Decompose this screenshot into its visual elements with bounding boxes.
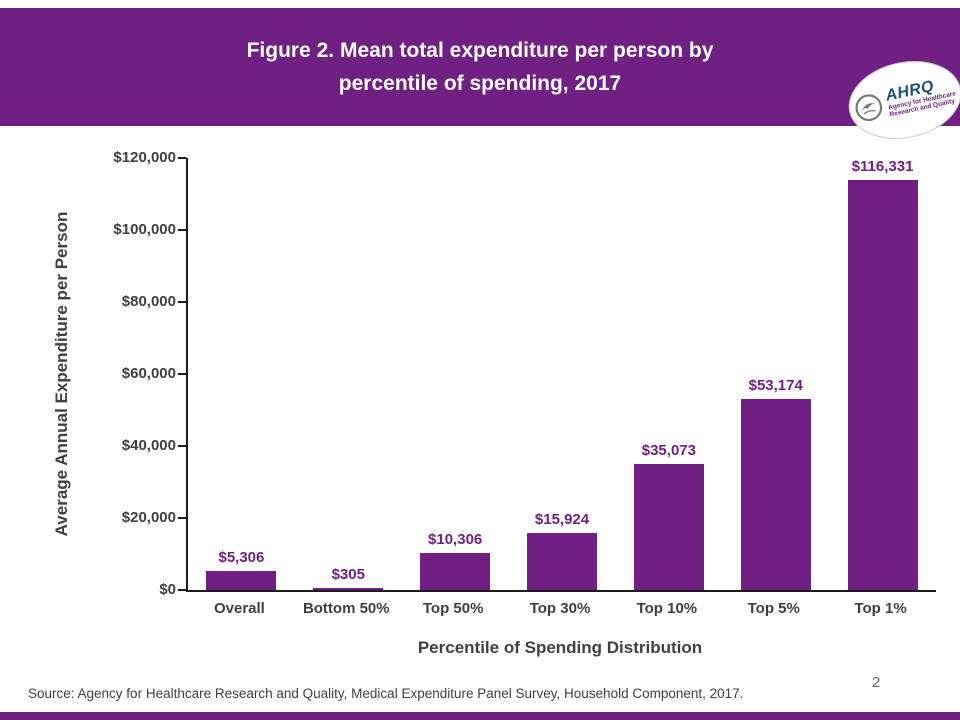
bar — [313, 588, 384, 590]
bar — [206, 571, 277, 590]
x-category-label: Top 30% — [529, 600, 591, 617]
y-tick-mark — [178, 445, 186, 447]
x-axis-category-labels: Overall Bottom 50% Top 50% Top 30% Top 10% To… — [186, 600, 934, 617]
bar — [740, 399, 811, 590]
x-category-label: Bottom 50% — [302, 600, 390, 617]
y-tick-label: $100,000 — [113, 221, 176, 238]
bar-slot: $10,306 — [402, 158, 509, 590]
bar-value-label: $116,331 — [851, 158, 914, 175]
y-tick-mark — [178, 589, 186, 591]
source-note: Source: Agency for Healthcare Research a… — [28, 686, 744, 701]
ahrq-logo-text: AHRQ Agency for Healthcare Research and … — [884, 74, 958, 119]
bar — [527, 533, 597, 590]
x-category-label: Top 10% — [636, 600, 698, 617]
chart-title: Figure 2. Mean total expenditure per per… — [0, 34, 960, 100]
y-tick-mark — [178, 373, 186, 375]
x-category-label: Top 5% — [747, 600, 800, 617]
bar-slot: $53,174 — [722, 158, 829, 590]
y-tick-mark — [178, 517, 186, 519]
plot-area: $5,306 $305 $10,306 $15,924 $35,073 $53,174 $1… — [178, 157, 936, 592]
bar-slot: $116,331 — [829, 158, 936, 590]
page-number: 2 — [872, 674, 881, 691]
bar-slot: $5,306 — [188, 158, 295, 590]
bar — [420, 553, 491, 590]
x-category-label: Top 50% — [422, 600, 484, 617]
bar-slot: $15,924 — [509, 158, 616, 590]
x-category-label: Top 1% — [854, 600, 907, 617]
bars-container: $5,306 $305 $10,306 $15,924 $35,073 $53,174 $1… — [188, 158, 936, 590]
bar-value-label: $5,306 — [218, 549, 265, 566]
y-tick-label: $120,000 — [113, 149, 176, 166]
bar-slot: $305 — [295, 158, 402, 590]
x-axis-title: Percentile of Spending Distribution — [417, 638, 703, 657]
y-tick-mark — [178, 229, 186, 231]
bar-value-label: $35,073 — [641, 442, 696, 459]
y-tick-mark — [178, 157, 186, 159]
y-tick-label: $20,000 — [121, 509, 176, 526]
bottom-accent-strip — [0, 712, 960, 720]
y-tick-mark — [178, 301, 186, 303]
hhs-eagle-icon — [852, 91, 885, 124]
y-tick-label: $60,000 — [121, 365, 176, 382]
bar-slot: $35,073 — [615, 158, 722, 590]
bar — [847, 180, 918, 590]
y-tick-label: $80,000 — [121, 293, 176, 310]
chart-title-line2: percentile of spending, 2017 — [338, 72, 622, 95]
x-category-label: Overall — [213, 600, 265, 617]
bar — [633, 464, 704, 590]
y-tick-label: $40,000 — [121, 437, 176, 454]
y-axis-title: Average Annual Expenditure per Person — [52, 211, 71, 537]
bar-value-label: $305 — [331, 566, 365, 583]
bar-value-label: $10,306 — [428, 531, 483, 548]
header-band: Figure 2. Mean total expenditure per per… — [0, 8, 960, 126]
y-axis-tick-labels: $0 $20,000 $40,000 $60,000 $80,000 $100,000 $1… — [88, 149, 176, 598]
y-tick-label: $0 — [159, 581, 176, 598]
ahrq-logo: AHRQ Agency for Healthcare Research and … — [841, 50, 960, 150]
bar-value-label: $15,924 — [534, 511, 590, 528]
chart-title-line1: Figure 2. Mean total expenditure per per… — [246, 39, 714, 62]
bar-value-label: $53,174 — [748, 377, 803, 394]
